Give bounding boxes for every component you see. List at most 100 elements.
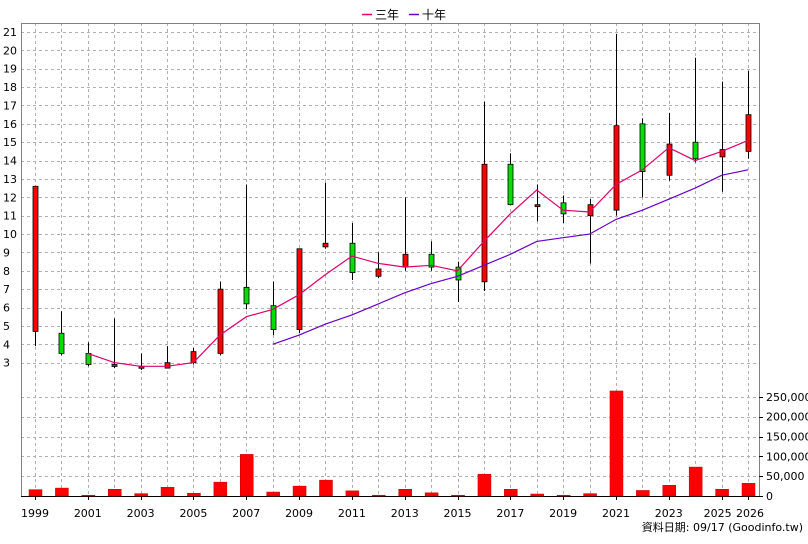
volume-bar (583, 493, 597, 497)
candle-body (58, 332, 65, 354)
price-tick-label: 15 (3, 136, 17, 149)
legend: 三年 十年 (362, 8, 446, 22)
legend-label: 三年 (375, 8, 399, 22)
candle-body (217, 288, 224, 354)
volume-bar (451, 494, 465, 497)
candle-body (375, 268, 382, 277)
candle-body (322, 242, 329, 248)
grid (21, 23, 759, 496)
plot-border (21, 23, 760, 497)
candle-body (719, 149, 726, 158)
volume-bar (240, 454, 254, 497)
volume-bar (319, 479, 333, 497)
x-tick-label: 2001 (74, 507, 102, 520)
candle-body (692, 141, 699, 160)
volume-bar (556, 494, 571, 497)
price-tick-label: 17 (3, 99, 17, 112)
volume-bar (160, 487, 175, 497)
volume-bars (28, 390, 756, 497)
candle-body (270, 305, 277, 330)
volume-bar (477, 473, 492, 497)
price-tick-label: 12 (3, 191, 17, 204)
price-tick-label: 6 (3, 302, 10, 315)
x-tick-label: 1999 (21, 507, 49, 520)
volume-bar (345, 490, 360, 497)
volume-bar (55, 487, 69, 497)
x-tick-label: 2015 (444, 507, 472, 520)
candle-body (560, 202, 567, 215)
moving-average-lines (87, 139, 749, 367)
volume-bar (741, 483, 756, 497)
candle-body (243, 286, 250, 305)
x-tick-label: 2005 (179, 507, 207, 520)
volume-bar (372, 494, 386, 497)
candle-body (32, 185, 39, 332)
volume-bar (266, 491, 280, 497)
candle-body (296, 248, 303, 330)
x-tick-label: 2019 (549, 507, 577, 520)
candle-body (111, 364, 118, 367)
candle-body (349, 242, 356, 274)
volume-bar (28, 489, 43, 497)
x-tick-label: 2017 (496, 507, 524, 520)
candle-body (507, 163, 514, 206)
price-tick-label: 11 (3, 210, 17, 223)
volume-tick-label: 100,000 (766, 450, 808, 463)
volume-bar (187, 492, 201, 497)
price-tick-label: 5 (3, 320, 10, 333)
x-tick-label: 2013 (391, 507, 419, 520)
candle-body (587, 204, 594, 217)
series-line (272, 169, 749, 345)
price-tick-label: 20 (3, 44, 17, 57)
x-tick-label: 2007 (232, 507, 260, 520)
price-tick-label: 9 (3, 246, 10, 259)
price-tick-label: 13 (3, 173, 17, 186)
axes: 3456789101112131415161718192021050,00010… (3, 26, 808, 520)
x-tick-label: 2026 (736, 507, 764, 520)
volume-bar (609, 390, 624, 497)
price-tick-label: 10 (3, 228, 17, 241)
price-tick-label: 16 (3, 118, 17, 131)
price-tick-label: 18 (3, 81, 17, 94)
candlesticks (32, 33, 752, 370)
volume-tick-label: 250,000 (766, 391, 808, 404)
volume-bar (81, 494, 96, 497)
plot-frame (21, 23, 760, 497)
volume-bar (424, 492, 439, 497)
volume-tick-label: 150,000 (766, 431, 808, 444)
volume-bar (688, 466, 703, 497)
price-tick-label: 7 (3, 283, 10, 296)
volume-tick-label: 200,000 (766, 411, 808, 424)
volume-bar (107, 489, 122, 497)
volume-bar (662, 485, 677, 497)
x-tick-label: 2011 (338, 507, 366, 520)
candle-body (481, 163, 488, 283)
legend-label: 十年 (422, 8, 446, 22)
x-tick-label: 2023 (655, 507, 683, 520)
candle-body (534, 204, 541, 208)
volume-tick-label: 0 (766, 490, 773, 503)
x-tick-label: 2009 (285, 507, 313, 520)
volume-bar (530, 493, 544, 497)
price-tick-label: 19 (3, 63, 17, 76)
volume-bar (398, 489, 412, 497)
volume-bar (213, 481, 228, 497)
candle-body (666, 143, 673, 176)
candle-body (428, 253, 435, 268)
volume-bar (134, 493, 148, 497)
volume-bar (636, 490, 650, 497)
series-line (87, 139, 749, 367)
price-tick-label: 14 (3, 155, 17, 168)
x-tick-label: 2025 (704, 507, 732, 520)
volume-bar (292, 485, 307, 497)
x-tick-label: 2021 (602, 507, 630, 520)
price-tick-label: 3 (3, 357, 10, 370)
price-tick-label: 4 (3, 338, 10, 351)
footer-date-source: 資料日期: 09/17 (Goodinfo.tw) (642, 520, 803, 534)
candle-body (85, 353, 92, 365)
candle-body (402, 253, 409, 268)
price-tick-label: 8 (3, 265, 10, 278)
candle-body (613, 125, 620, 211)
